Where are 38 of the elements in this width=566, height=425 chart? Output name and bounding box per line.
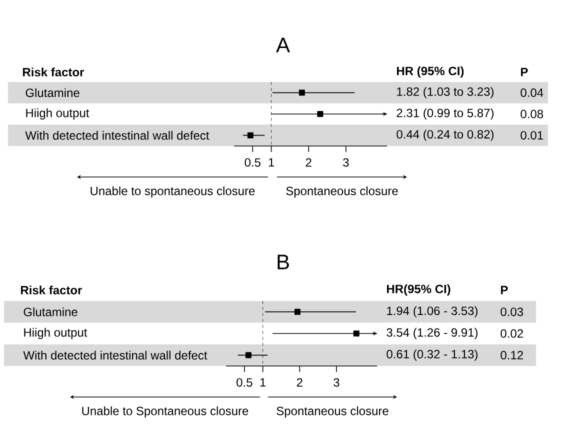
text: 0.04 xyxy=(520,88,544,97)
data-label: 0.44 (0.24 to 0.82) xyxy=(396,130,494,141)
text: Spontaneous closure xyxy=(276,406,388,418)
text: Unable to Spontaneous closure xyxy=(82,406,248,418)
text: HR (95% CI) xyxy=(397,66,464,78)
x-tick-label: 3 xyxy=(343,158,349,167)
x-tick-label: 0.5 xyxy=(244,158,260,167)
x-tick-label: 2 xyxy=(306,158,312,167)
data-label: 1.94 (1.06 - 3.53) xyxy=(387,306,478,318)
text: 0.02 xyxy=(500,329,523,338)
text: HR(95% CI) xyxy=(387,284,450,296)
data-label: 1.82 (1.03 to 3.23) xyxy=(397,87,494,98)
text: 0.12 xyxy=(500,350,523,360)
data-label: 2.31 (0.99 to 5.87) xyxy=(396,108,494,120)
x-tick-label: 1 xyxy=(260,378,266,386)
text: P xyxy=(501,286,508,294)
x-tick-label: 1 xyxy=(268,158,274,166)
y-tick-label: Glutamine xyxy=(26,88,80,98)
text: Unable to spontaneous closure xyxy=(90,186,255,198)
y-tick-label: Hiigh output xyxy=(26,108,90,120)
y-axis-title: Risk factor xyxy=(22,68,84,76)
text: P xyxy=(521,68,528,76)
x-tick-label: 2 xyxy=(296,378,302,387)
data-label: 3.54 (1.26 - 9.91) xyxy=(386,328,478,340)
text: Spontaneous closure xyxy=(286,186,398,198)
x-tick-label: 0.5 xyxy=(236,378,252,387)
data-label: 0.61 (0.32 - 1.13) xyxy=(386,350,478,361)
x-tick-label: 3 xyxy=(334,378,340,387)
y-tick-label: With detected intestinal wall defect xyxy=(23,350,208,360)
chart-title: A xyxy=(276,38,290,52)
y-tick-label: Hiigh output xyxy=(24,328,88,340)
text: 0.08 xyxy=(520,110,544,118)
text: 0.03 xyxy=(500,308,524,316)
text: 0.01 xyxy=(520,131,543,140)
y-tick-label: With detected intestinal wall defect xyxy=(25,130,210,140)
chart-title: B xyxy=(278,254,289,270)
y-tick-label: Glutamine xyxy=(24,307,78,316)
y-axis-title: Risk factor xyxy=(20,286,82,294)
